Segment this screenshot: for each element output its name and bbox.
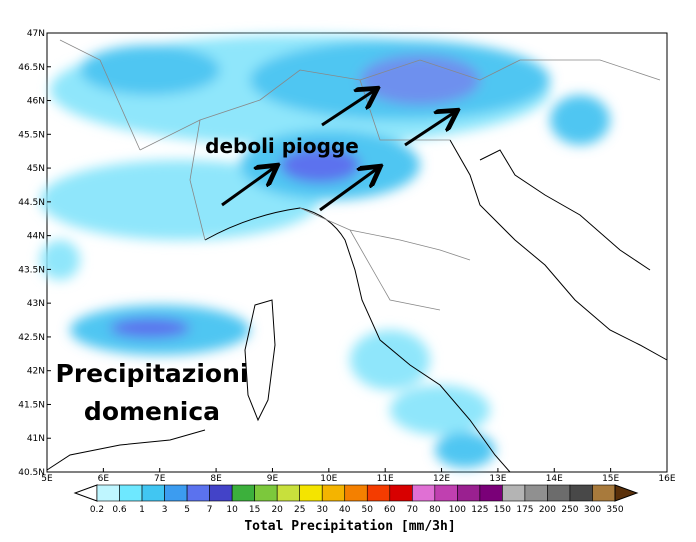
colorbar-label: 175	[516, 505, 533, 515]
colorbar-label: 300	[584, 505, 601, 515]
lon-label: 13E	[489, 474, 506, 484]
colorbar-box	[186, 484, 210, 502]
colorbar-box	[254, 484, 278, 502]
colorbar-label: 150	[494, 505, 511, 515]
lat-label: 42N	[27, 367, 45, 377]
lat-label: 45.5N	[18, 130, 45, 140]
colorbar-label: 20	[271, 505, 283, 515]
colorbar-box	[276, 484, 300, 502]
lon-label: 14E	[546, 474, 563, 484]
lat-label: 44N	[27, 232, 45, 242]
colorbar-box	[389, 484, 413, 502]
colorbar-label: 5	[184, 505, 190, 515]
colorbar-box	[569, 484, 593, 502]
caption-line: domenica	[84, 397, 220, 426]
arrow-note: deboli piogge	[205, 134, 359, 158]
lon-label: 16E	[658, 474, 675, 484]
colorbar-box	[119, 484, 143, 502]
lat-label: 45N	[27, 164, 45, 174]
lon-label: 8E	[210, 474, 222, 484]
lat-label: 43N	[27, 299, 45, 309]
lon-label: 5E	[41, 474, 53, 484]
colorbar-label: 125	[471, 505, 488, 515]
lat-label: 47N	[27, 29, 45, 39]
lon-label: 12E	[433, 474, 450, 484]
colorbar-label: 60	[384, 505, 396, 515]
colorbar-label: 10	[226, 505, 238, 515]
colorbar-box	[502, 484, 526, 502]
colorbar-box	[141, 484, 165, 502]
colorbar-label: 25	[294, 505, 305, 515]
lat-label: 41.5N	[18, 400, 45, 410]
lat-label: 42.5N	[18, 333, 45, 343]
colorbar-label: 250	[561, 505, 578, 515]
colorbar-box	[457, 484, 481, 502]
colorbar-box	[592, 484, 616, 502]
arrows	[221, 90, 455, 212]
colorbar-end	[73, 484, 98, 502]
lon-label: 15E	[602, 474, 619, 484]
colorbar-label: 7	[207, 505, 213, 515]
colorbar-box	[344, 484, 368, 502]
lon-label: 10E	[320, 474, 337, 484]
lon-label: 7E	[154, 474, 166, 484]
lat-label: 43.5N	[18, 265, 45, 275]
colorbar-label: 50	[362, 505, 374, 515]
colorbar-label: 80	[429, 505, 441, 515]
colorbar-label: 350	[606, 505, 623, 515]
colorbar-box	[96, 484, 120, 502]
colorbar-label: 200	[539, 505, 556, 515]
colorbar-label: 0.2	[90, 505, 104, 515]
colorbar-box	[547, 484, 571, 502]
colorbar-box	[366, 484, 391, 502]
lat-label: 46N	[27, 97, 45, 107]
colorbar-label: 30	[316, 505, 328, 515]
coastline	[46, 139, 668, 473]
colorbar-box	[209, 484, 233, 502]
lon-label: 9E	[267, 474, 279, 484]
colorbar-box	[524, 484, 548, 502]
colorbar-label: 70	[407, 505, 419, 515]
colorbar-box	[321, 484, 346, 502]
lat-label: 46.5N	[18, 63, 45, 73]
colorbar-label: 15	[249, 505, 260, 515]
lon-label: 6E	[98, 474, 110, 484]
colorbar-box	[412, 484, 436, 502]
lat-label: 44.5N	[18, 198, 45, 208]
colorbar-box	[299, 484, 323, 502]
colorbar-box	[164, 484, 188, 502]
colorbar-label: 3	[162, 505, 168, 515]
lat-label: 40.5N	[18, 468, 45, 478]
lat-label: 41N	[27, 434, 45, 444]
colorbar-label: 40	[339, 505, 351, 515]
colorbar-end	[614, 484, 639, 502]
colorbar-title: Total Precipitation [mm/3h]	[244, 519, 455, 534]
lon-label: 11E	[377, 474, 394, 484]
colorbar-box	[231, 484, 255, 502]
caption-line: Precipitazioni	[56, 359, 249, 388]
colorbar-box	[479, 484, 503, 502]
colorbar-label: 1	[139, 505, 145, 515]
colorbar-label: 100	[449, 505, 466, 515]
colorbar-box	[434, 484, 458, 502]
colorbar-label: 0.6	[112, 505, 127, 515]
